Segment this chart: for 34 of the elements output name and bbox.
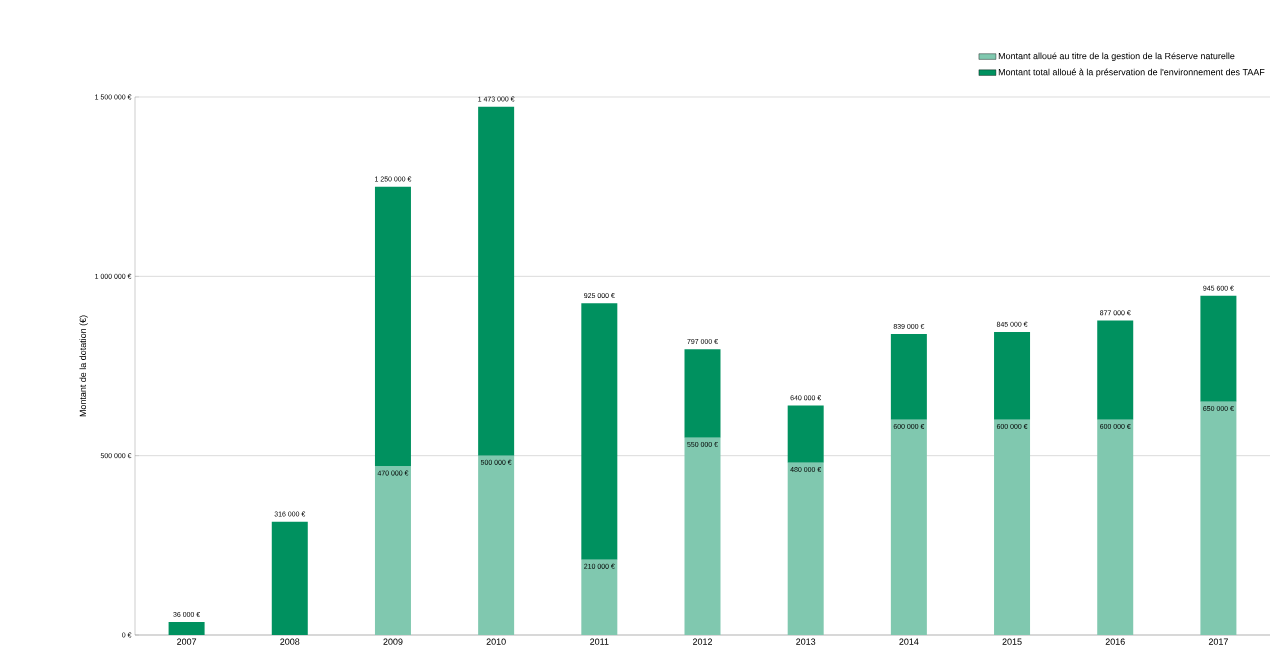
bar [994, 331, 1031, 420]
bar [581, 559, 618, 635]
legend-label: Montant total alloué à la préservation de l'environnement des TAAF [998, 68, 1265, 78]
bar [890, 419, 927, 635]
x-tick-label: 2008 [280, 638, 300, 645]
x-tick-label: 2009 [383, 638, 403, 645]
bar [478, 106, 515, 456]
bar [787, 462, 824, 635]
x-tick-label: 2011 [590, 638, 609, 645]
x-tick-label: 2012 [692, 638, 713, 645]
y-axis-title: Montant de la dotation (€) [79, 315, 88, 417]
bar [684, 437, 721, 635]
bar [374, 466, 411, 635]
legend-label: Montant alloué au titre de la gestion de la Réserve naturelle [998, 52, 1235, 61]
x-tick-label: 2016 [1105, 638, 1125, 645]
bar [1097, 419, 1134, 635]
bar [271, 521, 308, 635]
x-tick-label: 2013 [796, 638, 816, 645]
bar [684, 349, 721, 438]
x-tick-label: 2017 [1208, 638, 1228, 645]
bar [1097, 320, 1134, 420]
bar [787, 405, 824, 463]
bar [581, 303, 618, 560]
x-tick-label: 2014 [899, 638, 919, 645]
bar [478, 455, 515, 635]
bar [1200, 401, 1237, 635]
x-tick-label: 2010 [486, 638, 506, 645]
bar [890, 334, 927, 420]
bar [168, 622, 205, 635]
x-tick-label: 2015 [1002, 638, 1022, 645]
bar [374, 186, 411, 467]
bar [1200, 295, 1237, 402]
x-tick-label: 2007 [177, 638, 197, 645]
bar [994, 419, 1031, 635]
